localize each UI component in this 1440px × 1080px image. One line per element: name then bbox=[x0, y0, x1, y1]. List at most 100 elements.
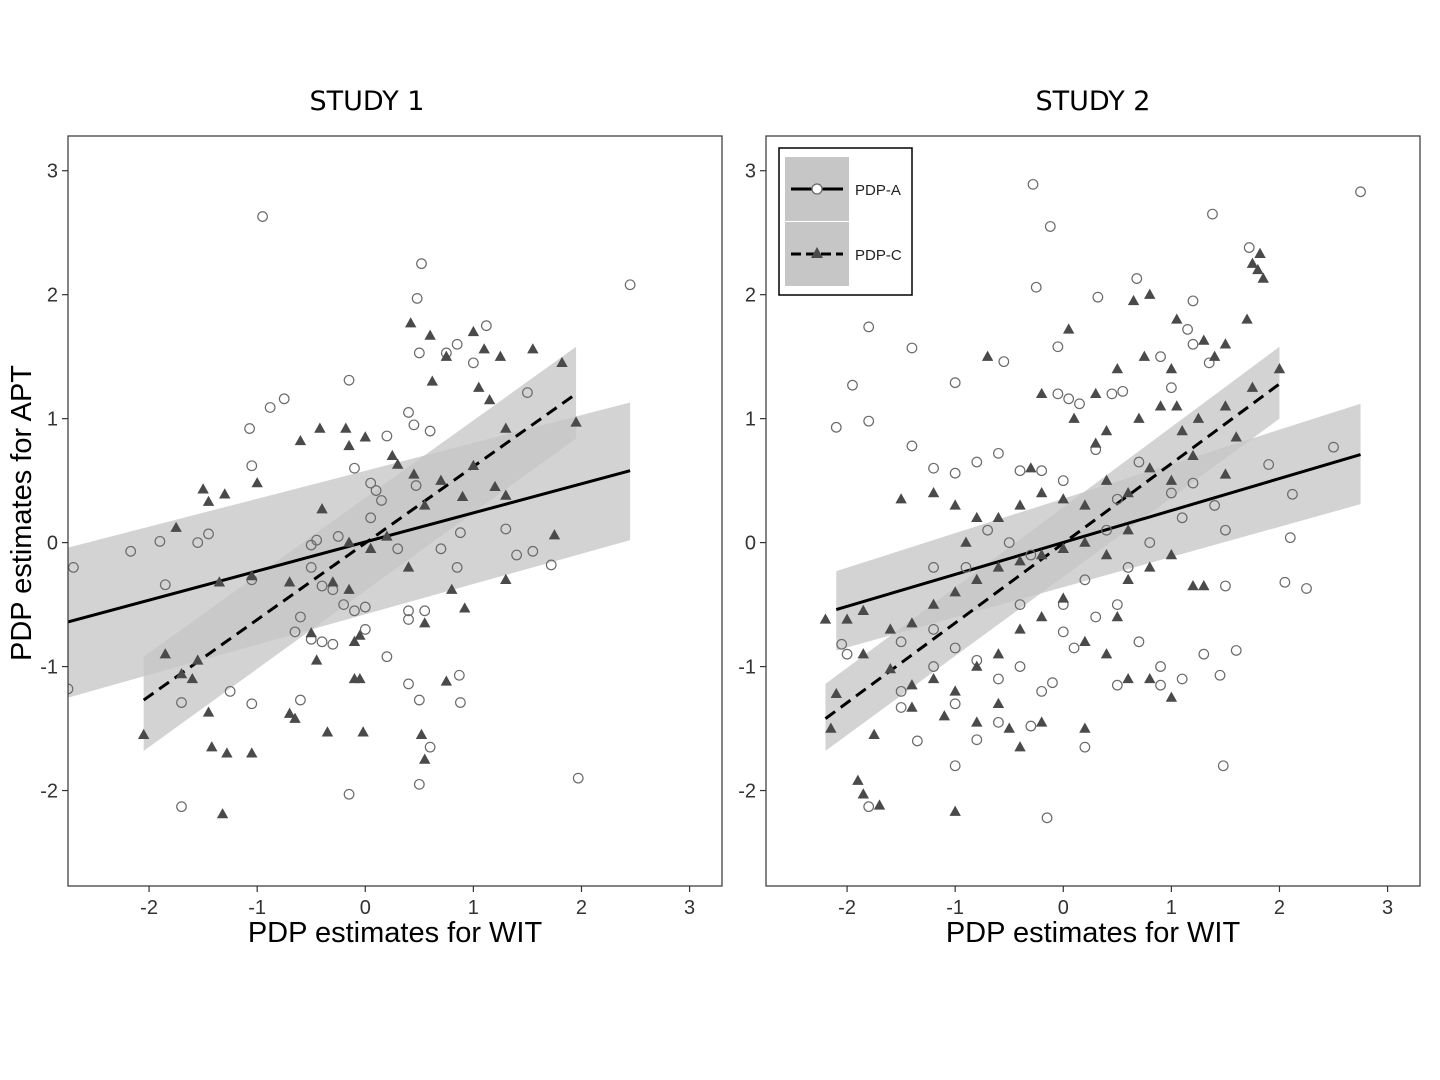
data-point-triangle bbox=[221, 747, 233, 758]
data-point-triangle bbox=[1230, 431, 1242, 442]
data-point-circle bbox=[365, 512, 377, 524]
data-point-triangle bbox=[1144, 672, 1156, 684]
legend-label-pdp-a: PDP-A bbox=[855, 182, 901, 199]
data-point-circle bbox=[949, 698, 961, 710]
data-point-circle bbox=[295, 694, 306, 706]
data-points bbox=[819, 178, 1366, 824]
data-point-circle bbox=[203, 528, 214, 540]
data-point-circle bbox=[863, 321, 875, 333]
data-point-circle bbox=[192, 537, 204, 549]
data-point-triangle bbox=[1127, 294, 1140, 306]
data-point-triangle bbox=[852, 774, 864, 785]
data-point-circle bbox=[316, 580, 328, 592]
data-point-triangle bbox=[246, 747, 258, 758]
x-tick-label: 3 bbox=[1382, 897, 1393, 919]
y-tick-label: 3 bbox=[47, 161, 58, 183]
data-point-triangle bbox=[467, 325, 480, 337]
data-point-circle bbox=[316, 636, 328, 648]
data-point-triangle bbox=[949, 586, 961, 597]
data-point-circle bbox=[1203, 357, 1215, 369]
data-point-circle bbox=[911, 735, 923, 747]
y-tick-label: -2 bbox=[40, 781, 58, 803]
data-point-circle bbox=[370, 485, 382, 496]
data-point-circle bbox=[982, 524, 994, 536]
data-point-triangle bbox=[971, 716, 983, 727]
data-point-triangle bbox=[327, 576, 339, 587]
data-point-triangle bbox=[348, 635, 361, 646]
data-point-triangle bbox=[316, 503, 328, 514]
data-point-circle bbox=[1117, 385, 1129, 397]
data-point-triangle bbox=[446, 583, 458, 594]
data-point-triangle bbox=[971, 660, 983, 671]
data-point-circle bbox=[278, 393, 290, 405]
data-point-triangle bbox=[354, 672, 366, 684]
data-point-circle bbox=[327, 638, 339, 650]
data-point-circle bbox=[949, 377, 961, 389]
data-point-triangle bbox=[419, 499, 431, 510]
data-point-triangle bbox=[1057, 542, 1069, 554]
data-point-triangle bbox=[548, 529, 561, 540]
data-point-triangle bbox=[386, 449, 398, 461]
data-point-circle bbox=[1041, 812, 1053, 824]
data-point-circle bbox=[403, 407, 414, 418]
data-point-circle bbox=[311, 534, 323, 546]
data-point-triangle bbox=[202, 706, 215, 717]
data-point-circle bbox=[1074, 398, 1085, 410]
data-point-circle bbox=[1057, 475, 1069, 487]
fit-line-pdp-c bbox=[142, 392, 577, 702]
data-point-circle bbox=[359, 601, 371, 613]
x-tick-label: 1 bbox=[468, 897, 479, 919]
data-point-triangle bbox=[1246, 381, 1259, 392]
data-point-circle bbox=[1176, 673, 1188, 685]
data-point-circle bbox=[1063, 393, 1075, 405]
data-point-circle bbox=[949, 760, 961, 772]
data-point-triangle bbox=[186, 672, 199, 684]
data-point-circle bbox=[1014, 465, 1026, 477]
data-point-circle bbox=[381, 651, 393, 663]
data-point-circle bbox=[928, 562, 939, 573]
y-tick-label: 3 bbox=[745, 161, 756, 183]
data-point-triangle bbox=[354, 629, 366, 640]
data-point-circle bbox=[435, 543, 447, 555]
plot-area bbox=[68, 211, 636, 819]
panel-title: STUDY 1 bbox=[310, 86, 425, 117]
data-point-triangle bbox=[294, 434, 307, 446]
data-point-triangle bbox=[825, 722, 837, 733]
data-point-circle bbox=[1047, 677, 1058, 689]
data-point-circle bbox=[451, 338, 463, 350]
data-point-triangle bbox=[949, 685, 961, 696]
data-point-circle bbox=[993, 716, 1004, 728]
data-point-circle bbox=[343, 374, 355, 386]
data-point-circle bbox=[1079, 574, 1091, 586]
data-point-circle bbox=[500, 523, 512, 535]
data-point-triangle bbox=[1176, 425, 1188, 436]
panel-title: STUDY 2 bbox=[1036, 86, 1151, 117]
data-point-triangle bbox=[343, 536, 355, 547]
data-point-circle bbox=[1131, 273, 1143, 284]
data-point-triangle bbox=[483, 394, 496, 405]
data-point-circle bbox=[365, 477, 377, 489]
data-point-triangle bbox=[895, 493, 907, 504]
data-point-triangle bbox=[415, 728, 428, 739]
data-point-circle bbox=[1187, 477, 1199, 489]
data-point-circle bbox=[863, 801, 875, 813]
y-tick-label: -1 bbox=[738, 657, 756, 679]
data-point-circle bbox=[224, 685, 236, 697]
data-point-triangle bbox=[1252, 263, 1264, 275]
data-point-triangle bbox=[971, 573, 983, 585]
y-tick-label: 2 bbox=[47, 285, 58, 307]
data-point-circle bbox=[1187, 338, 1199, 350]
data-point-triangle bbox=[819, 613, 832, 624]
data-point-triangle bbox=[283, 707, 296, 718]
x-tick-label: -1 bbox=[248, 897, 266, 919]
data-point-circle bbox=[411, 292, 423, 304]
data-point-triangle bbox=[1079, 536, 1091, 547]
x-tick-label: 3 bbox=[684, 897, 695, 919]
data-point-circle bbox=[1182, 323, 1193, 335]
data-point-circle bbox=[453, 669, 465, 681]
data-point-triangle bbox=[1257, 272, 1269, 283]
confidence-band-pdp-c bbox=[143, 346, 577, 751]
data-point-triangle bbox=[1035, 610, 1048, 622]
data-point-circle bbox=[455, 697, 466, 708]
